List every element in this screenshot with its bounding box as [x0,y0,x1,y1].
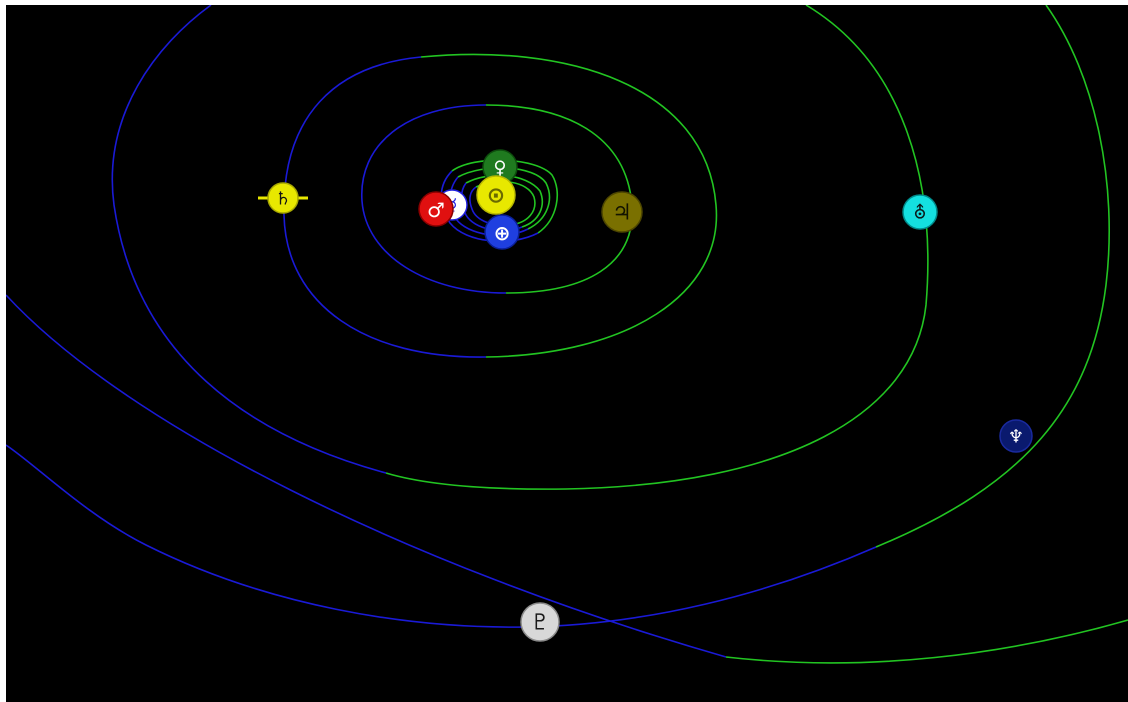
uranus-marker[interactable]: ⛢ [902,194,938,230]
saturn-disc [267,182,299,214]
solar-system-view[interactable]: ♀☿♂⊙⊕♃♄⛢♆♇ [6,5,1128,702]
uranus-disc [902,194,938,230]
earth-disc [484,214,520,250]
orbit-uranus-near [111,5,387,474]
orbit-pluto-far [725,619,1128,664]
orbit-venus-far [457,167,551,230]
orbit-neptune-near [6,444,877,628]
orbit-canvas[interactable]: ♀☿♂⊙⊕♃♄⛢♆♇ [6,5,1128,702]
orbit-jupiter-near [361,104,507,294]
orbit-uranus-far [385,5,929,490]
jupiter-disc [601,191,643,233]
saturn-marker[interactable]: ♄ [258,182,308,214]
orbit-pluto-near [6,294,727,658]
mars-disc [418,191,454,227]
earth-icon: ⊕ [494,221,511,245]
neptune-icon: ♆ [1008,427,1024,448]
saturn-icon: ♄ [275,189,291,210]
neptune-disc [999,419,1033,453]
sun-disc [476,175,516,215]
venus-marker[interactable]: ♀ [482,149,518,185]
sun-icon: ⊙ [487,184,505,209]
orbit-saturn-near [283,56,487,358]
planet-layer: ♀☿♂⊙⊕♃♄⛢♆♇ [258,149,1033,642]
mars-icon: ♂ [427,198,445,222]
pluto-disc [520,602,560,642]
uranus-icon: ⛢ [913,203,926,224]
orbit-layer [6,5,1128,664]
sun-marker[interactable]: ⊙ [476,175,516,215]
pluto-marker[interactable]: ♇ [520,602,560,642]
mars-marker[interactable]: ♂ [418,191,454,227]
neptune-marker[interactable]: ♆ [999,419,1033,453]
earth-marker[interactable]: ⊕ [484,214,520,250]
pluto-icon: ♇ [530,611,550,636]
jupiter-marker[interactable]: ♃ [601,191,643,233]
orbit-mercury-far [451,159,559,234]
orbit-neptune-far [875,5,1110,548]
venus-icon: ♀ [493,158,506,179]
jupiter-icon: ♃ [612,201,632,226]
orbit-saturn-far [420,53,718,358]
